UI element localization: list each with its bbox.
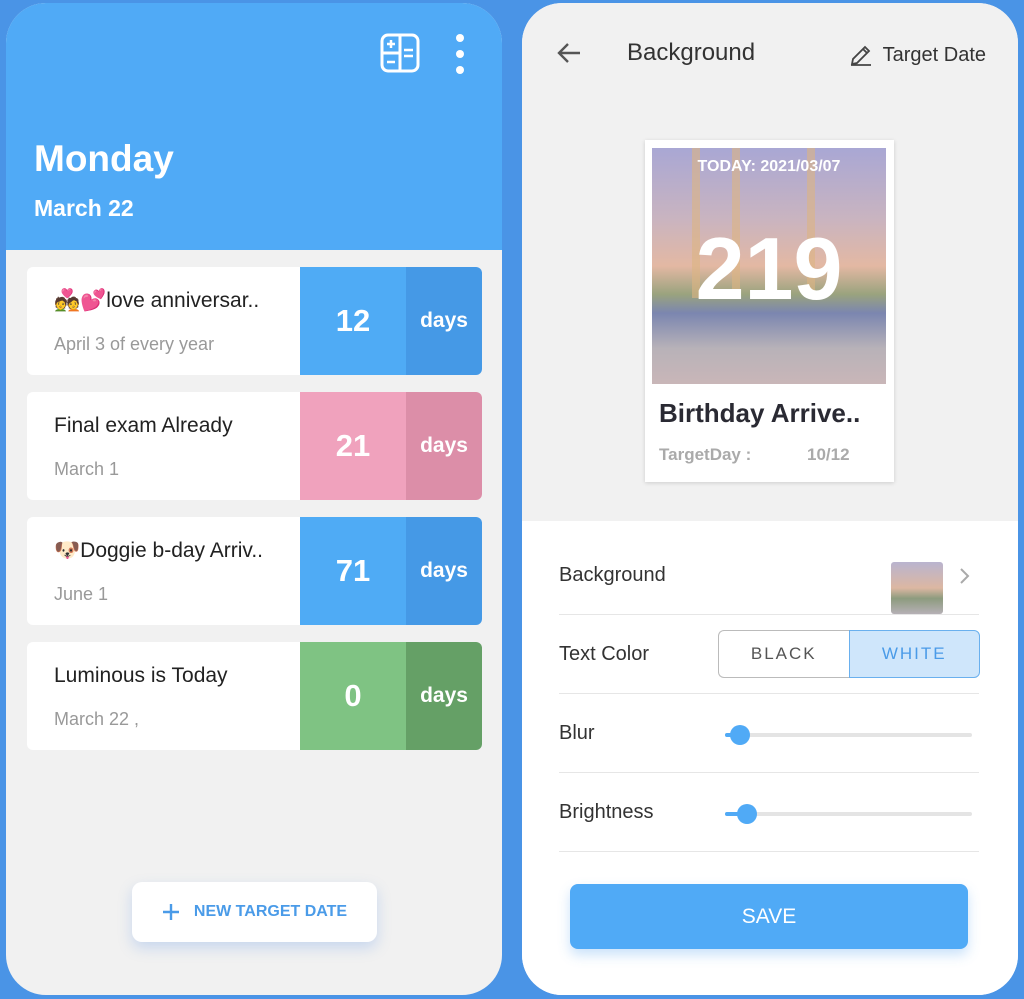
preview-background-image: TODAY: 2021/03/07 219: [652, 148, 886, 384]
new-target-date-label: NEW TARGET DATE: [193, 903, 348, 920]
white-option[interactable]: WHITE: [848, 630, 980, 678]
countdown-card[interactable]: Luminous is Today March 22 , 0 days: [27, 642, 482, 750]
calculator-icon[interactable]: [380, 33, 420, 73]
preview-target-label: TargetDay :: [659, 445, 752, 464]
blur-slider[interactable]: [725, 725, 972, 745]
text-color-row: Text Color BLACK WHITE: [559, 615, 980, 694]
days-unit: days: [406, 267, 482, 375]
card-title: Final exam Already: [54, 414, 233, 437]
header: Monday March 22: [6, 3, 502, 250]
countdown-card[interactable]: Final exam Already March 1 21 days: [27, 392, 482, 500]
days-count: 21: [300, 392, 406, 500]
days-count: 12: [300, 267, 406, 375]
card-subtitle: March 1: [54, 459, 120, 479]
preview-today: TODAY: 2021/03/07: [697, 158, 841, 175]
brightness-label: Brightness: [559, 801, 654, 823]
text-color-toggle: BLACK WHITE: [718, 630, 980, 678]
preview-count: 219: [695, 219, 843, 318]
blur-row: Blur: [559, 694, 979, 773]
days-unit: days: [406, 392, 482, 500]
back-arrow-icon[interactable]: [556, 41, 582, 65]
card-subtitle: June 1: [54, 584, 109, 604]
chevron-right-icon: [960, 568, 970, 584]
countdown-card[interactable]: 💑💕love anniversar.. April 3 of every yea…: [27, 267, 482, 375]
preview-target-value: 10/12: [807, 445, 850, 464]
blur-slider-handle[interactable]: [729, 725, 750, 745]
card-title: Luminous is Today: [54, 664, 228, 687]
days-unit: days: [406, 517, 482, 625]
save-button[interactable]: SAVE: [570, 884, 968, 949]
current-date: March 22: [34, 195, 134, 221]
edit-pencil-icon: [850, 45, 871, 66]
target-date-label: Target Date: [882, 43, 986, 66]
preview-title: Birthday Arrive..: [659, 398, 861, 428]
card-title: 🐶Doggie b-day Arriv..: [54, 539, 264, 562]
card-subtitle: March 22 ,: [54, 709, 140, 729]
days-count: 0: [300, 642, 406, 750]
brightness-slider-handle[interactable]: [737, 804, 758, 824]
brightness-slider[interactable]: [725, 804, 972, 824]
weekday-title: Monday: [34, 138, 174, 179]
more-vert-icon[interactable]: [454, 33, 466, 75]
brightness-row: Brightness: [559, 773, 979, 852]
card-title: 💑💕love anniversar..: [54, 289, 260, 312]
blur-label: Blur: [559, 722, 595, 744]
text-color-label: Text Color: [559, 643, 650, 665]
countdown-list-screen: Monday March 22 💑💕love anniversar.. Apri…: [6, 3, 502, 995]
background-thumbnail[interactable]: [891, 562, 943, 614]
preview-card: TODAY: 2021/03/07 219 Birthday Arrive.. …: [645, 140, 894, 482]
background-row[interactable]: Background: [559, 536, 979, 615]
target-date-button[interactable]: Target Date: [849, 43, 986, 67]
card-subtitle: April 3 of every year: [54, 334, 215, 354]
black-option[interactable]: BLACK: [718, 630, 849, 678]
page-title: Background: [627, 39, 756, 66]
countdown-card[interactable]: 🐶Doggie b-day Arriv.. June 1 71 days: [27, 517, 482, 625]
days-unit: days: [406, 642, 482, 750]
background-label: Background: [559, 564, 666, 586]
new-target-date-button[interactable]: NEW TARGET DATE: [132, 882, 377, 942]
plus-icon: [162, 904, 179, 920]
days-count: 71: [300, 517, 406, 625]
background-settings-screen: Background Target Date TODAY: 2021/03/07…: [522, 3, 1018, 995]
